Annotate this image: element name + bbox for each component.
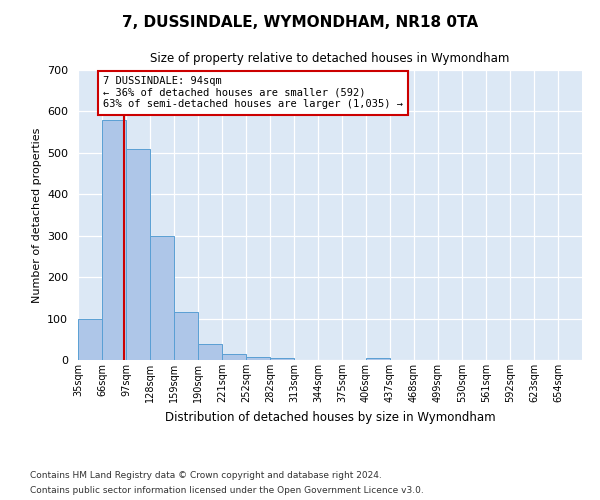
Bar [270,358,294,360]
Text: Contains HM Land Registry data © Crown copyright and database right 2024.: Contains HM Land Registry data © Crown c… [30,471,382,480]
Bar [198,344,222,360]
Text: Contains public sector information licensed under the Open Government Licence v3: Contains public sector information licen… [30,486,424,495]
Bar [366,358,390,360]
Bar [102,120,126,360]
Bar [222,354,246,360]
Bar [150,236,174,360]
X-axis label: Distribution of detached houses by size in Wymondham: Distribution of detached houses by size … [164,410,496,424]
Text: 7, DUSSINDALE, WYMONDHAM, NR18 0TA: 7, DUSSINDALE, WYMONDHAM, NR18 0TA [122,15,478,30]
Title: Size of property relative to detached houses in Wymondham: Size of property relative to detached ho… [151,52,509,64]
Bar [174,312,198,360]
Text: 7 DUSSINDALE: 94sqm
← 36% of detached houses are smaller (592)
63% of semi-detac: 7 DUSSINDALE: 94sqm ← 36% of detached ho… [103,76,403,110]
Bar [126,148,150,360]
Y-axis label: Number of detached properties: Number of detached properties [32,128,41,302]
Bar [78,318,102,360]
Bar [246,356,270,360]
